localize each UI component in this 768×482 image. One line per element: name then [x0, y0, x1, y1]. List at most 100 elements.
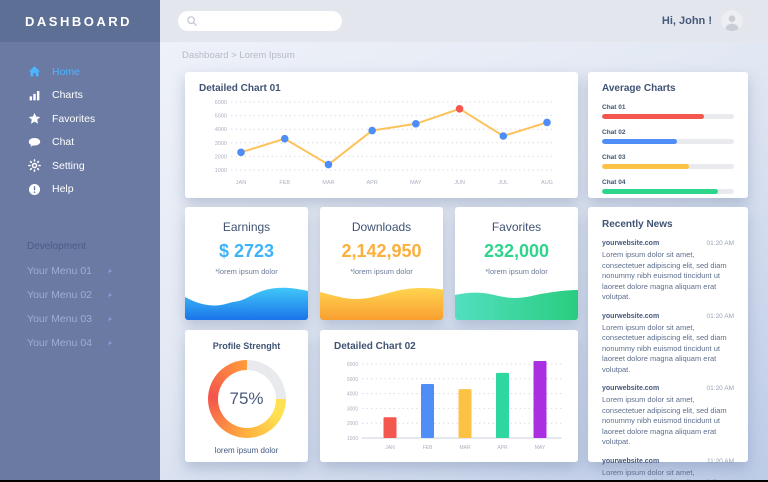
svg-text:2000: 2000: [347, 421, 358, 427]
recently-news-card: Recently News yourwebsite.com 01:20 AM Lo…: [588, 207, 748, 482]
svg-text:APR: APR: [497, 445, 508, 451]
home-icon: [27, 65, 41, 79]
sidebar-item-favorites[interactable]: Favorites: [0, 107, 160, 131]
svg-text:5000: 5000: [347, 377, 358, 383]
play-arrow-icon: ►: [107, 267, 114, 275]
news-time: 01:20 AM: [706, 240, 734, 247]
chat-icon: [27, 135, 41, 149]
dev-item-label: Your Menu 04: [27, 337, 92, 349]
user-greeting: Hi, John !: [661, 15, 712, 27]
help-icon: [27, 182, 41, 196]
svg-text:FEB: FEB: [423, 445, 433, 451]
sidebar-item-your-menu-04[interactable]: Your Menu 04 ►: [0, 337, 160, 349]
progress-group: Chat 02: [602, 129, 734, 144]
svg-text:MAY: MAY: [535, 445, 546, 451]
sidebar-header: DASHBOARD: [0, 0, 160, 42]
news-source: yourwebsite.com: [602, 312, 660, 320]
news-item[interactable]: yourwebsite.com 01:20 AM Lorem ipsum dolo…: [602, 313, 734, 376]
sidebar-item-label: Chat: [52, 136, 75, 149]
search-input[interactable]: [203, 16, 333, 26]
avg-bar-fill: [602, 164, 690, 169]
profile-percentage: 75%: [229, 389, 264, 408]
dev-item-label: Your Menu 03: [27, 313, 92, 325]
svg-text:1000: 1000: [347, 436, 358, 442]
avg-bar-fill: [602, 114, 704, 119]
progress-label: Chat 04: [602, 179, 626, 186]
svg-text:5000: 5000: [215, 114, 227, 120]
card-title: Profile Strenght: [212, 341, 281, 351]
progress-track: [602, 114, 734, 119]
profile-donut: 75%: [207, 360, 286, 438]
news-item[interactable]: yourwebsite.com 01:20 AM Lorem ipsum dolo…: [602, 240, 734, 303]
svg-text:JUN: JUN: [454, 180, 465, 186]
svg-text:MAR: MAR: [459, 445, 471, 451]
sidebar-item-your-menu-03[interactable]: Your Menu 03 ►: [0, 313, 160, 325]
sidebar-item-label: Setting: [52, 159, 85, 172]
progress-track: [602, 164, 734, 169]
app-title: DASHBOARD: [25, 13, 132, 29]
stat-title: Earnings: [222, 220, 271, 234]
stat-note: *lorem ipsum dolor: [350, 267, 413, 276]
sidebar-item-home[interactable]: Home: [0, 60, 160, 84]
svg-text:JUL: JUL: [498, 180, 508, 186]
sidebar-item-your-menu-02[interactable]: Your Menu 02 ►: [0, 289, 160, 301]
play-arrow-icon: ►: [107, 291, 114, 299]
avg-bar-fill: [602, 189, 719, 194]
svg-text:MAY: MAY: [410, 180, 422, 186]
dev-item-label: Your Menu 01: [27, 265, 92, 277]
gear-icon: [27, 159, 41, 173]
news-text: Lorem ipsum dolor sit amet, consectetuer…: [602, 250, 727, 301]
card-title: Recently News: [602, 219, 673, 230]
average-charts-card: Average Charts Chat 01 Chat 02 Chat 03 C…: [588, 72, 748, 198]
sidebar-item-label: Help: [52, 183, 74, 196]
sidebar: DASHBOARD Home Charts Favorites Chat: [0, 0, 160, 482]
bar-chart-icon: [27, 88, 41, 102]
earnings-wave-chart: [185, 287, 308, 320]
sidebar-item-chat[interactable]: Chat: [0, 131, 160, 155]
line-chart: 1000 2000 3000 4000 5000 6000 JAN FEB MAR APR MAY J…: [215, 100, 553, 186]
bar-chart: 1000 2000 3000 4000 5000 6000 JAN FEB MAR APR MAY: [347, 361, 562, 451]
progress-track: [602, 189, 734, 194]
progress-track: [602, 139, 734, 144]
progress-group: Chat 01: [602, 104, 734, 119]
avg-bar-fill: [602, 139, 678, 144]
news-time: 11:20 AM: [707, 457, 734, 465]
progress-label: Chat 03: [602, 154, 626, 161]
stat-title: Favorites: [491, 220, 542, 234]
progress-group: Chat 04: [602, 179, 734, 194]
svg-text:4000: 4000: [215, 127, 227, 133]
progress-label: Chat 02: [602, 129, 626, 136]
sidebar-item-label: Favorites: [52, 112, 96, 125]
news-text: Lorem ipsum dolor sit amet, consectetuer…: [602, 322, 727, 374]
sidebar-item-charts[interactable]: Charts: [0, 84, 160, 108]
search-box[interactable]: [178, 11, 342, 31]
sidebar-section-development: Development: [27, 241, 86, 252]
downloads-card: Downloads 2,142,950 *lorem ipsum dolor: [320, 207, 443, 320]
main-content: Dashboard > Lorem Ipsum Detailed Chart 0…: [160, 42, 768, 482]
sidebar-item-help[interactable]: Help: [0, 178, 160, 202]
svg-text:6000: 6000: [347, 362, 358, 368]
news-source: yourwebsite.com: [602, 240, 660, 247]
sidebar-item-label: Charts: [52, 89, 83, 102]
svg-text:3000: 3000: [215, 141, 227, 147]
sidebar-item-your-menu-01[interactable]: Your Menu 01 ►: [0, 265, 160, 277]
search-icon: [186, 15, 198, 27]
svg-text:4000: 4000: [347, 392, 358, 398]
star-icon: [27, 112, 41, 126]
play-arrow-icon: ►: [107, 315, 114, 323]
avatar[interactable]: [721, 10, 743, 32]
profile-strength-card: Profile Strenght 75% lorem ipsum dolor: [185, 330, 308, 462]
stat-value: 232,000: [483, 241, 550, 261]
news-item[interactable]: yourwebsite.com 01:20 AM Lorem ipsum dolo…: [602, 385, 734, 448]
profile-note: lorem ipsum dolor: [214, 446, 279, 455]
stat-note: *lorem ipsum dolor: [215, 267, 278, 276]
svg-text:2000: 2000: [215, 154, 227, 160]
progress-label: Chat 01: [602, 104, 626, 111]
news-item[interactable]: yourwebsite.com 11:20 AM Lorem ipsum dolo…: [602, 458, 734, 482]
news-time: 01:20 AM: [706, 312, 734, 320]
play-arrow-icon: ►: [107, 339, 114, 347]
card-title: Detailed Chart 01: [199, 83, 281, 94]
stat-value: 2,142,950: [341, 241, 422, 261]
stat-title: Downloads: [351, 220, 412, 234]
sidebar-item-setting[interactable]: Setting: [0, 154, 160, 178]
